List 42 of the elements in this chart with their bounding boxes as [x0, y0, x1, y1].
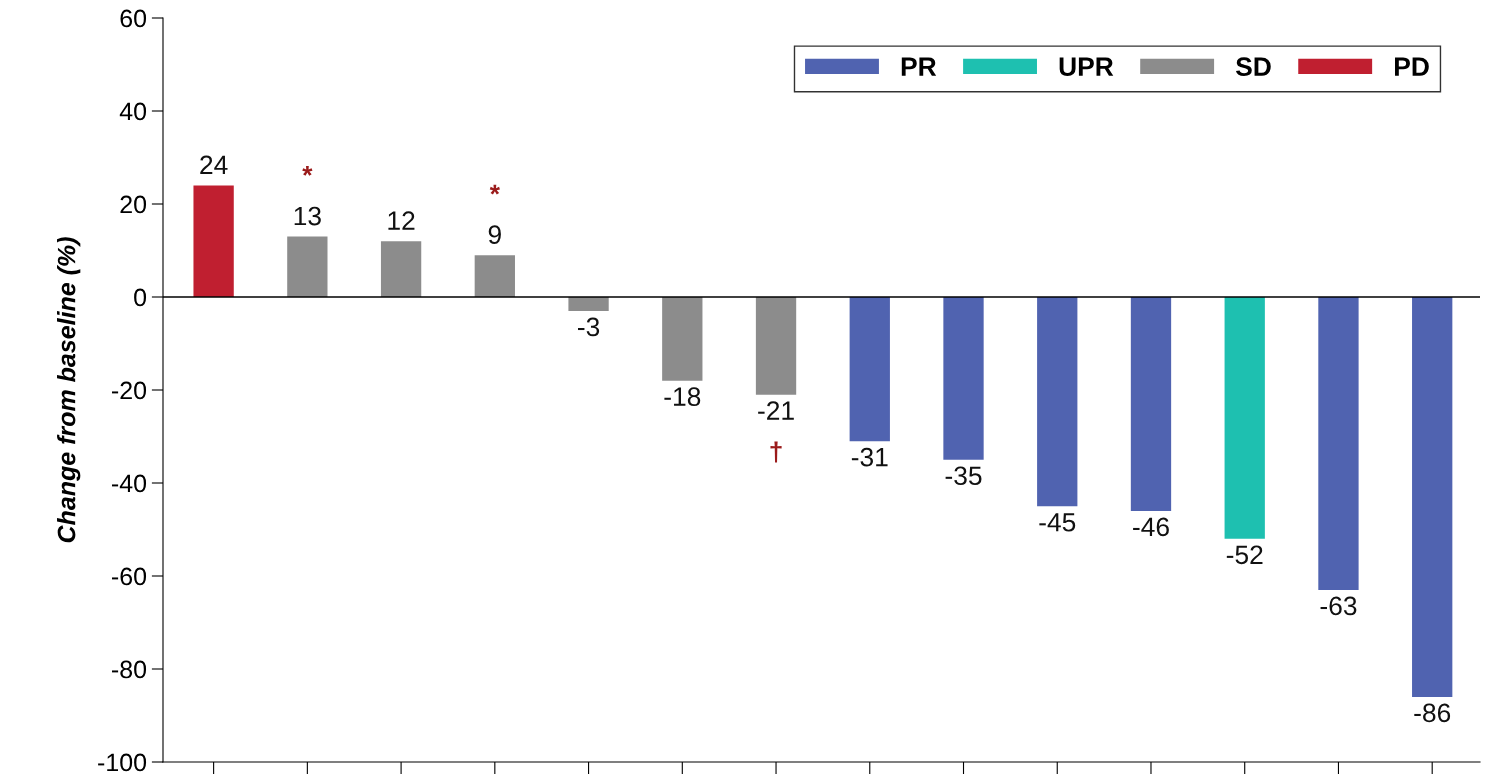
bar: [1037, 297, 1078, 507]
y-tick-label: 0: [134, 288, 147, 307]
y-tick-label: 60: [120, 9, 147, 28]
data-label: -45: [1039, 513, 1076, 532]
data-label: -21 †: [758, 401, 794, 463]
bar: [287, 236, 328, 297]
legend-label: UPR: [1059, 57, 1114, 77]
y-tick-label: -40: [112, 474, 147, 493]
bar: [474, 255, 515, 297]
data-label: -52: [1226, 545, 1263, 565]
bar: [1130, 297, 1172, 511]
bar: [943, 297, 984, 460]
data-label: -31: [851, 447, 888, 467]
bar: [662, 297, 703, 381]
y-tick-label: 40: [119, 102, 147, 121]
y-axis-title: Change from baseline (%): [57, 237, 81, 543]
y-tick-label: -20: [112, 381, 147, 400]
bar: [568, 297, 609, 311]
data-label: -63: [1320, 596, 1357, 616]
y-tick-label: -100: [98, 753, 147, 772]
data-label: -3: [578, 317, 600, 337]
bar: [1412, 297, 1453, 697]
bar: [1224, 297, 1265, 539]
data-label: -86: [1414, 703, 1451, 723]
data-label: 12: [388, 211, 415, 230]
y-tick-label: 20: [120, 195, 147, 214]
data-label: -18: [664, 387, 701, 407]
bar: [1318, 297, 1359, 590]
data-label: 24: [200, 155, 228, 174]
bar: [380, 241, 422, 297]
bar: [849, 297, 890, 442]
bar: [755, 297, 797, 395]
data-label: -46: [1133, 517, 1169, 537]
y-tick-label: -80: [112, 660, 147, 679]
data-label: * 13: [294, 166, 321, 226]
legend-label: PD: [1395, 57, 1429, 76]
bar: [193, 185, 234, 297]
data-label: -35: [945, 466, 982, 486]
legend-label: SD: [1235, 57, 1271, 77]
data-label: * 9: [488, 184, 501, 244]
legend-label: PR: [901, 57, 937, 76]
y-tick-label: -60: [112, 567, 147, 586]
